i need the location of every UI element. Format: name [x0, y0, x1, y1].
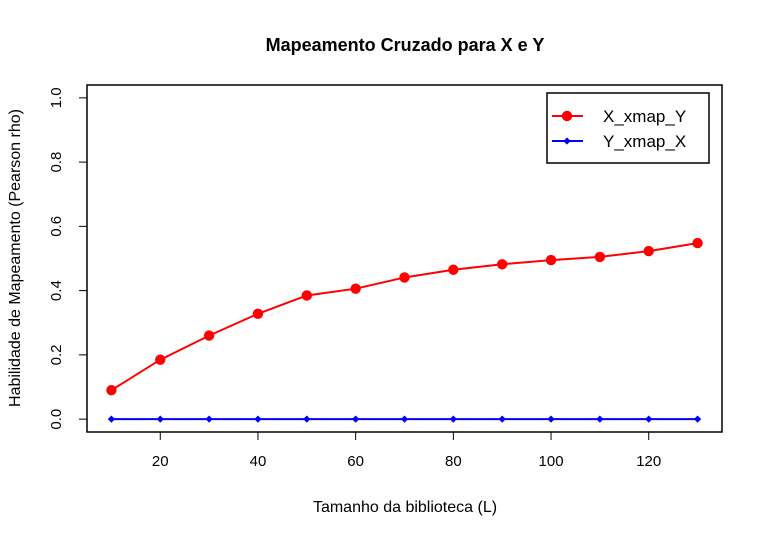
data-point [399, 272, 410, 283]
data-point [498, 415, 506, 423]
data-point [596, 415, 604, 423]
y-tick-label: 0.0 [48, 409, 65, 430]
x-tick-label: 20 [152, 453, 169, 470]
data-point [448, 264, 459, 275]
y-tick-label: 0.8 [48, 152, 65, 173]
legend-marker-Y_xmap_X [563, 137, 571, 145]
x-tick-label: 40 [250, 453, 267, 470]
data-point [352, 415, 360, 423]
x-tick-label: 100 [539, 453, 564, 470]
data-point [205, 415, 213, 423]
legend-box [546, 92, 710, 164]
x-tick-label: 80 [445, 453, 462, 470]
data-point [107, 415, 116, 423]
data-point [449, 415, 457, 423]
data-point [301, 290, 313, 301]
data-point [350, 283, 361, 294]
data-point [496, 259, 508, 270]
x-axis-label: Tamanho da biblioteca (L) [313, 499, 497, 516]
data-point [594, 251, 606, 263]
data-point [643, 245, 654, 257]
legend-label: X_xmap_Y [603, 107, 686, 126]
y-tick-label: 1.0 [48, 87, 65, 108]
data-point [645, 415, 653, 423]
data-point [303, 415, 311, 423]
legend-marker-X_xmap_Y [561, 110, 573, 122]
data-point [106, 385, 117, 396]
data-point [545, 254, 557, 266]
y-tick-label: 0.2 [48, 344, 65, 365]
legend-label: Y_xmap_X [603, 132, 686, 151]
x-tick-label: 120 [636, 453, 661, 470]
y-axis-label: Habilidade de Mapeamento (Pearson rho) [7, 109, 24, 407]
data-point [547, 415, 555, 423]
chart-title: Mapeamento Cruzado para X e Y [266, 35, 545, 55]
data-point [252, 308, 264, 319]
data-point [155, 354, 166, 365]
y-tick-label: 0.6 [48, 216, 65, 237]
data-point [203, 330, 215, 341]
y-tick-label: 0.4 [48, 280, 65, 301]
x-tick-label: 60 [347, 453, 364, 470]
data-point [156, 415, 164, 423]
legend: X_xmap_Y Y_xmap_X [546, 92, 710, 164]
series-layer [106, 237, 703, 423]
plot-frame [86, 84, 723, 433]
data-point [692, 237, 703, 249]
data-point [400, 415, 409, 423]
data-point [254, 415, 262, 423]
data-point [693, 415, 702, 423]
